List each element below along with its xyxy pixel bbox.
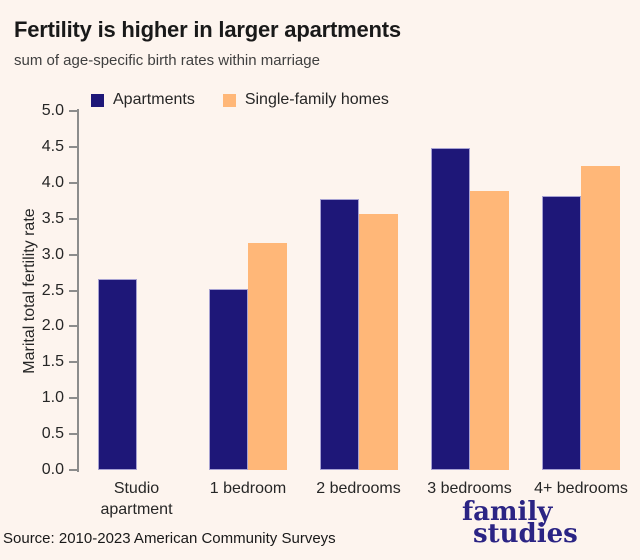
y-tick <box>69 145 77 148</box>
source-note: Source: 2010-2023 American Community Sur… <box>3 530 336 547</box>
y-tick-label: 2.5 <box>41 281 64 299</box>
y-tick-label: 3.5 <box>41 209 64 227</box>
chart-subtitle: sum of age-specific birth rates within m… <box>14 52 320 69</box>
logo-line-2: studies <box>473 519 578 549</box>
logo-line-1: family <box>462 497 553 527</box>
y-tick-label: 2.0 <box>41 317 64 335</box>
legend: Apartments Single-family homes <box>91 91 389 109</box>
bar-single-family-homes-2-bedrooms <box>358 213 398 470</box>
y-tick <box>69 397 77 400</box>
y-tick-label: 4.5 <box>41 137 64 155</box>
legend-item-single-family: Single-family homes <box>222 91 389 109</box>
family-studies-logo: family studies <box>462 497 592 549</box>
bar-apartments-4-bedrooms <box>542 196 581 470</box>
single-family-swatch-icon <box>222 93 236 107</box>
x-tick-label-studio-apartment: Studio apartment <box>100 480 173 518</box>
legend-item-apartments: Apartments <box>91 91 195 109</box>
y-tick-label: 4.0 <box>41 173 64 191</box>
chart-title: Fertility is higher in larger apartments <box>14 17 401 42</box>
y-tick-label: 0.0 <box>41 461 64 478</box>
y-tick <box>69 433 77 436</box>
y-tick-label: 1.5 <box>41 353 64 371</box>
y-tick <box>69 110 77 112</box>
y-tick <box>69 325 77 328</box>
y-tick-label: 0.5 <box>41 425 64 443</box>
bar-single-family-homes-1-bedroom <box>248 243 287 470</box>
legend-label-apartments: Apartments <box>113 91 195 108</box>
bar-single-family-homes-4-bedrooms <box>581 166 620 470</box>
apartments-swatch-icon <box>91 93 104 107</box>
y-tick <box>69 289 77 292</box>
x-tick-label-3-bedrooms: 3 bedrooms <box>427 480 512 497</box>
y-tick <box>69 217 77 220</box>
y-tick <box>69 361 77 364</box>
bar-single-family-homes-3-bedrooms <box>469 191 509 470</box>
y-tick <box>69 469 77 471</box>
bar-apartments-3-bedrooms <box>430 147 470 470</box>
bar-apartments-studio-apartment <box>97 279 137 470</box>
y-tick <box>69 253 77 256</box>
bar-apartments-2-bedrooms <box>319 199 359 470</box>
y-tick-label: 1.0 <box>41 389 64 407</box>
x-tick-label-2-bedrooms: 2 bedrooms <box>316 480 401 497</box>
y-axis-line <box>77 109 79 472</box>
y-tick <box>69 181 77 184</box>
x-tick-label-1-bedroom: 1 bedroom <box>209 480 287 497</box>
legend-label-single-family: Single-family homes <box>244 91 389 108</box>
y-tick-label: 3.0 <box>41 245 64 263</box>
bar-apartments-1-bedroom <box>209 289 248 470</box>
y-tick-label: 5.0 <box>41 102 64 119</box>
x-tick-label-4-bedrooms: 4+ bedrooms <box>534 480 628 497</box>
